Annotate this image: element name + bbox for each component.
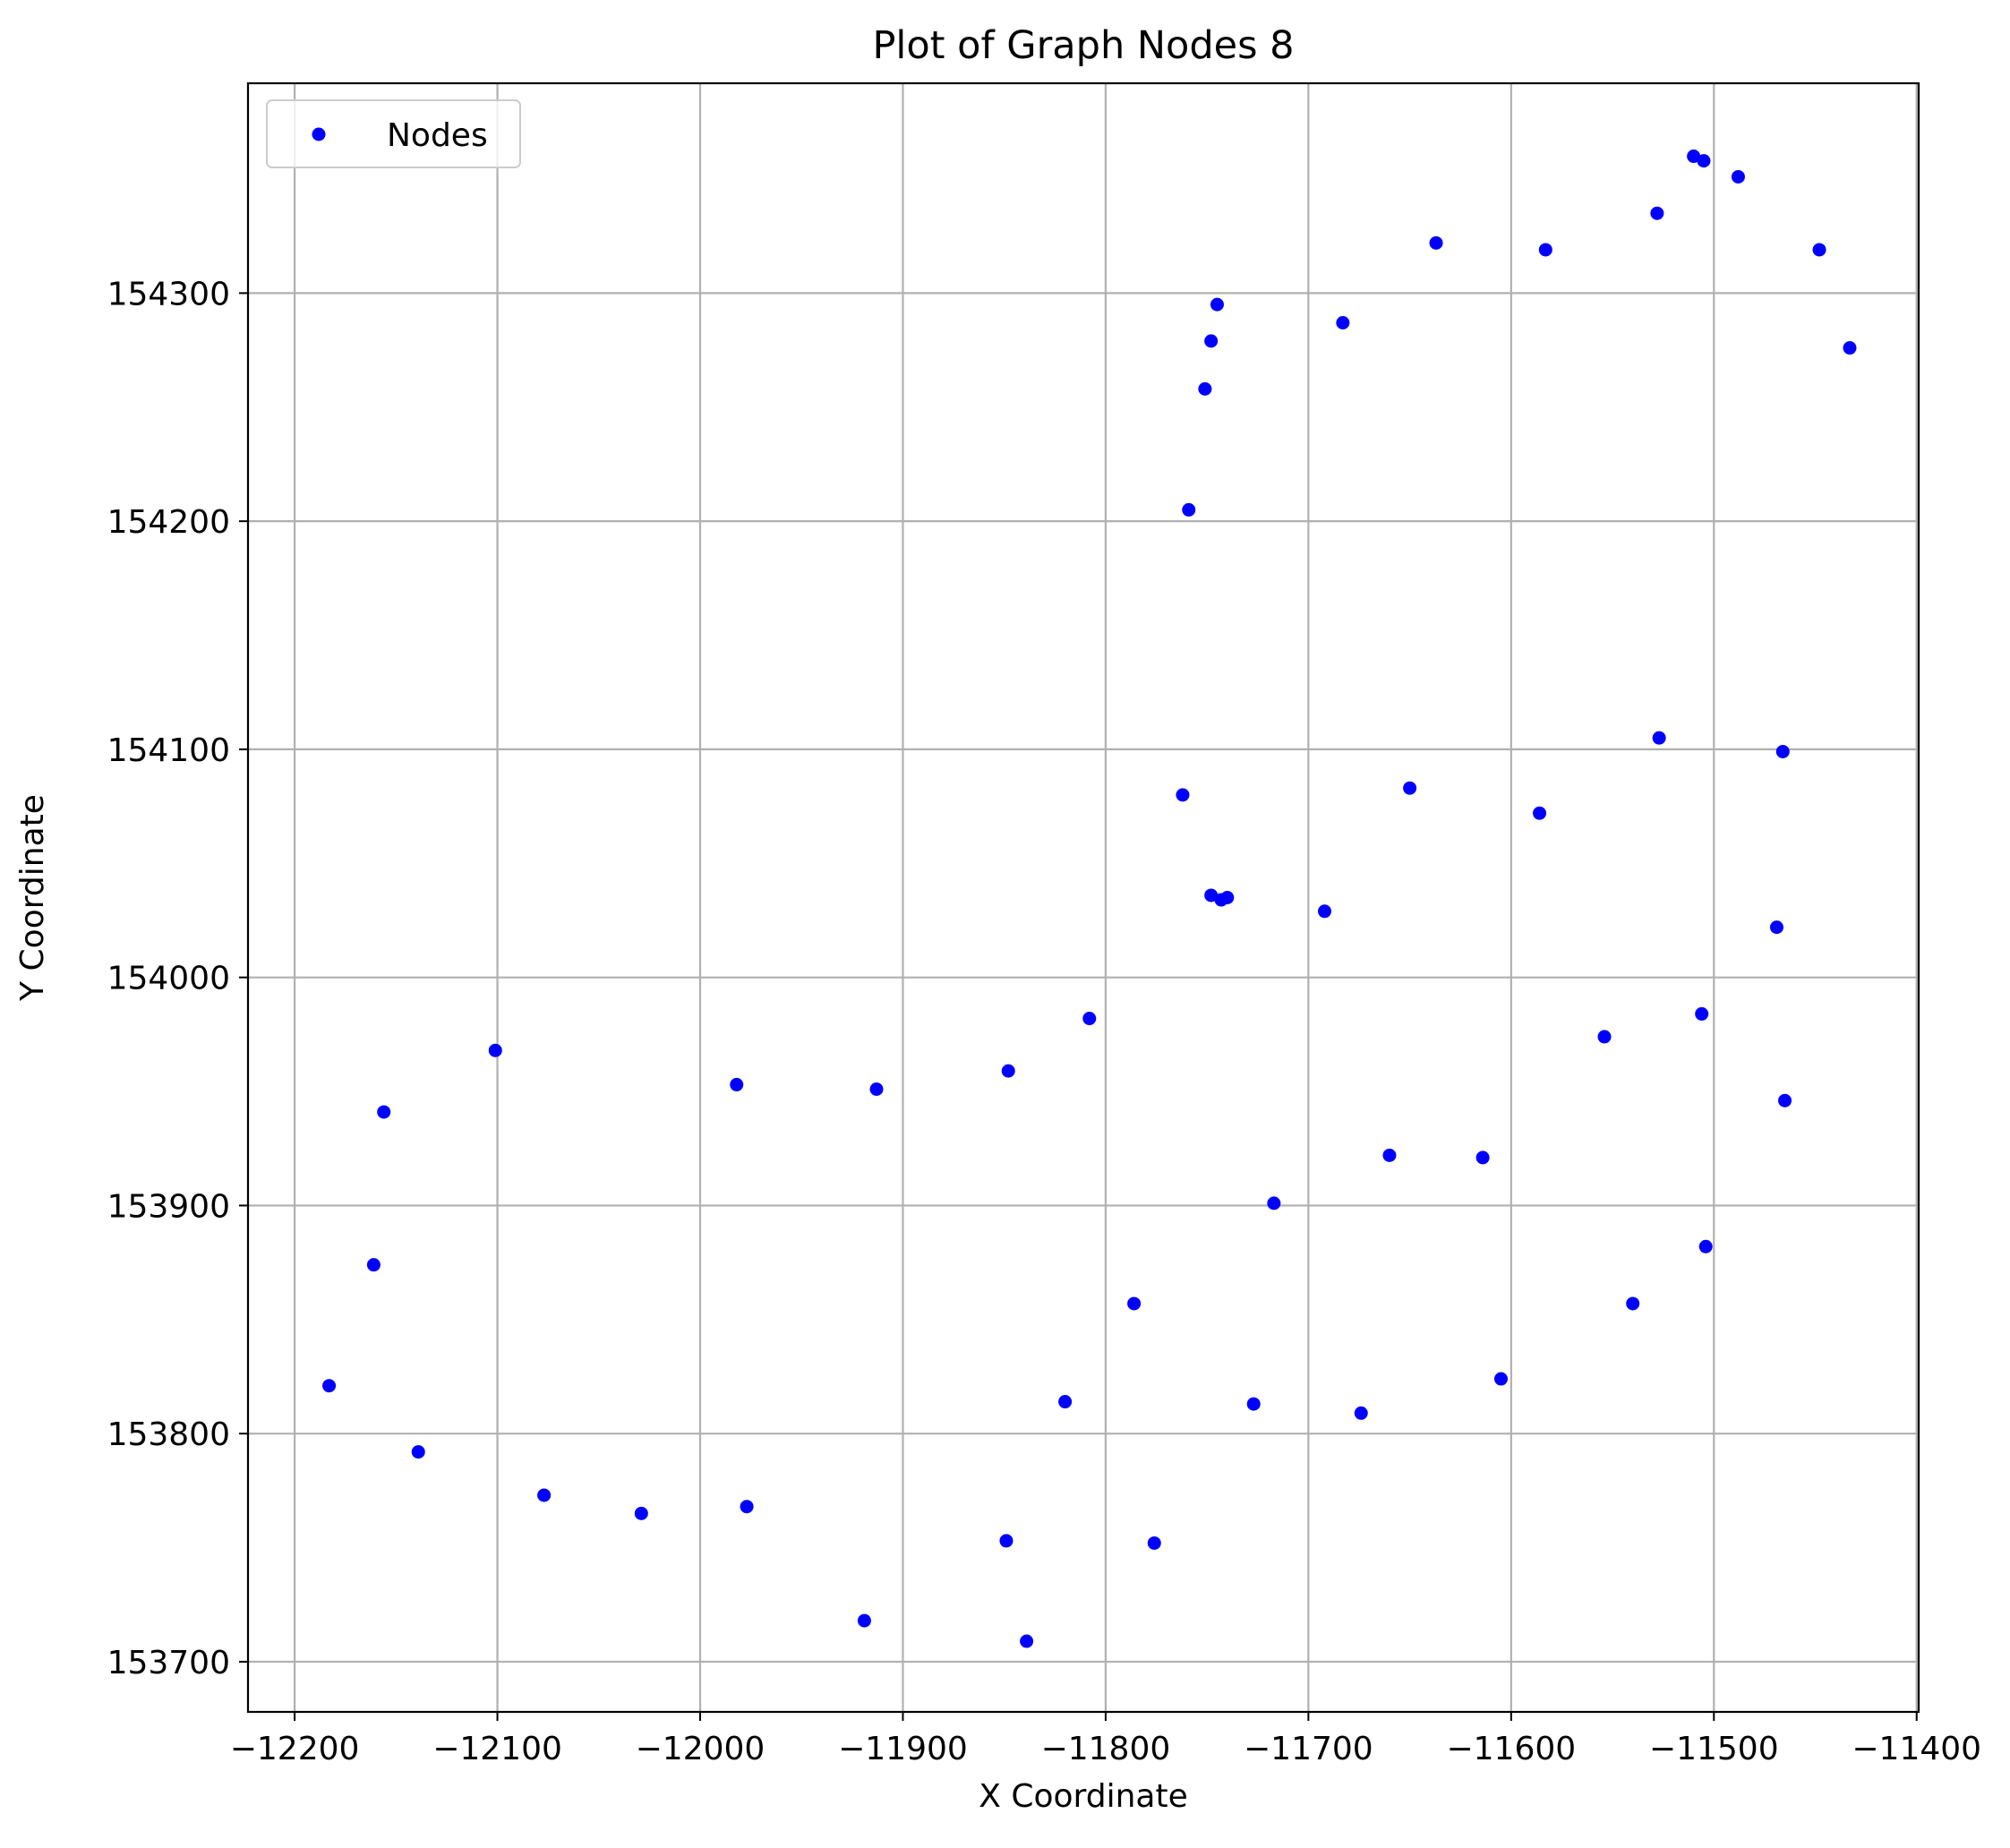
data-point — [1775, 744, 1790, 758]
data-point — [1697, 154, 1711, 168]
data-point — [1429, 235, 1443, 250]
x-tick-label: −12100 — [432, 1731, 562, 1767]
x-tick-label: −11700 — [1244, 1731, 1373, 1767]
data-point — [1317, 904, 1331, 919]
data-point — [411, 1445, 425, 1459]
x-tick-label: −11900 — [838, 1731, 968, 1767]
y-axis-label: Y Coordinate — [14, 794, 51, 1002]
data-point — [1812, 243, 1826, 257]
data-point — [1382, 1148, 1397, 1162]
y-tick-label: 154000 — [107, 961, 230, 997]
y-tick-label: 154300 — [107, 276, 230, 312]
x-tick-label: −11600 — [1446, 1731, 1576, 1767]
data-points — [322, 150, 1857, 1648]
data-point — [730, 1077, 744, 1091]
x-tick-label: −11500 — [1649, 1731, 1779, 1767]
x-tick-label: −11800 — [1041, 1731, 1171, 1767]
data-point — [537, 1488, 552, 1502]
data-point — [1475, 1151, 1490, 1165]
data-point — [1538, 243, 1552, 257]
grid — [248, 83, 1919, 1712]
data-point — [1246, 1397, 1261, 1411]
data-point — [1220, 891, 1235, 904]
data-point — [377, 1105, 391, 1119]
data-point — [366, 1258, 381, 1272]
y-tick-label: 154200 — [107, 504, 230, 541]
data-point — [1267, 1196, 1281, 1211]
legend: Nodes — [266, 99, 521, 168]
data-point — [999, 1534, 1014, 1548]
x-axis-ticks: −12200 −12100 −12000 −11900 −11800 −11700 −116… — [230, 1712, 1981, 1767]
data-point — [1001, 1064, 1015, 1078]
legend-marker — [312, 127, 326, 141]
y-tick-label: 153800 — [107, 1416, 230, 1453]
data-point — [1626, 1296, 1640, 1311]
data-point — [857, 1613, 871, 1628]
data-point — [1210, 297, 1224, 312]
y-tick-label: 154100 — [107, 732, 230, 769]
y-tick-label: 153700 — [107, 1645, 230, 1681]
data-point — [1494, 1372, 1508, 1386]
y-tick-label: 153900 — [107, 1188, 230, 1225]
data-point — [1127, 1296, 1142, 1311]
x-tick-label: −12000 — [636, 1731, 766, 1767]
data-point — [1204, 888, 1219, 903]
data-point — [1147, 1536, 1161, 1550]
data-point — [1082, 1012, 1097, 1026]
data-point — [1687, 150, 1701, 164]
data-point — [1778, 1093, 1792, 1108]
data-point — [1176, 788, 1190, 802]
data-point — [869, 1082, 884, 1096]
data-point — [1843, 341, 1857, 355]
data-point — [1020, 1634, 1034, 1648]
data-point — [1198, 381, 1212, 396]
data-point — [1204, 334, 1219, 348]
data-point — [1533, 806, 1547, 820]
data-point — [1650, 206, 1664, 220]
data-point — [1695, 1006, 1709, 1021]
x-tick-label: −11400 — [1852, 1731, 1981, 1767]
data-point — [1182, 502, 1196, 517]
y-axis-ticks: 153700 153800 153900 154000 154100 154200 1543… — [107, 276, 248, 1681]
legend-label: Nodes — [387, 117, 488, 154]
data-point — [322, 1379, 337, 1393]
plot-frame — [246, 81, 1920, 1714]
data-point — [488, 1043, 502, 1057]
chart-title: Plot of Graph Nodes 8 — [872, 23, 1294, 68]
data-point — [1354, 1406, 1368, 1420]
data-point — [1731, 169, 1745, 184]
data-point — [1403, 781, 1417, 795]
data-point — [1769, 920, 1783, 935]
x-axis-label: X Coordinate — [979, 1778, 1187, 1815]
data-point — [634, 1506, 648, 1520]
x-tick-label: −12200 — [230, 1731, 360, 1767]
legend-box — [266, 99, 521, 168]
data-point — [1652, 731, 1666, 745]
data-point — [1336, 316, 1350, 329]
data-point — [1597, 1030, 1612, 1044]
data-point — [1058, 1395, 1073, 1409]
data-point — [1698, 1239, 1713, 1253]
data-point — [740, 1500, 754, 1514]
